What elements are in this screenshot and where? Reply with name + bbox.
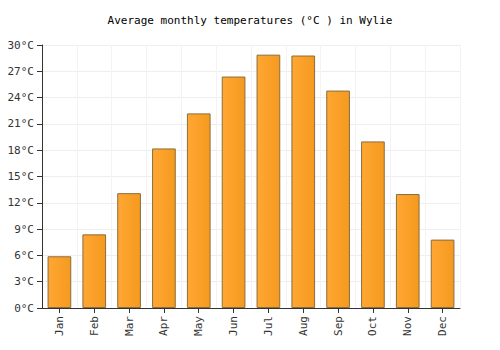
svg-text:18°C: 18°C xyxy=(8,144,35,157)
svg-text:24°C: 24°C xyxy=(8,91,35,104)
svg-text:Oct: Oct xyxy=(366,316,379,336)
svg-text:12°C: 12°C xyxy=(8,196,35,209)
svg-text:9°C: 9°C xyxy=(14,223,34,236)
svg-text:Sep: Sep xyxy=(332,316,345,336)
svg-text:27°C: 27°C xyxy=(8,65,35,78)
svg-text:Jan: Jan xyxy=(53,316,66,336)
svg-text:Apr: Apr xyxy=(157,316,170,336)
svg-text:0°C: 0°C xyxy=(14,302,34,315)
svg-text:21°C: 21°C xyxy=(8,117,35,130)
svg-text:May: May xyxy=(192,316,205,336)
svg-text:6°C: 6°C xyxy=(14,249,34,262)
svg-text:15°C: 15°C xyxy=(8,170,35,183)
svg-text:Nov: Nov xyxy=(401,316,414,336)
svg-text:30°C: 30°C xyxy=(8,39,35,52)
svg-text:Aug: Aug xyxy=(297,316,310,336)
svg-text:Feb: Feb xyxy=(88,316,101,336)
svg-text:3°C: 3°C xyxy=(14,275,34,288)
svg-text:Dec: Dec xyxy=(436,316,449,336)
svg-text:Mar: Mar xyxy=(123,316,136,336)
svg-text:Jul: Jul xyxy=(262,316,275,336)
svg-text:Average monthly temperatures (: Average monthly temperatures (°C ) in Wy… xyxy=(108,14,393,27)
svg-text:Jun: Jun xyxy=(227,316,240,336)
